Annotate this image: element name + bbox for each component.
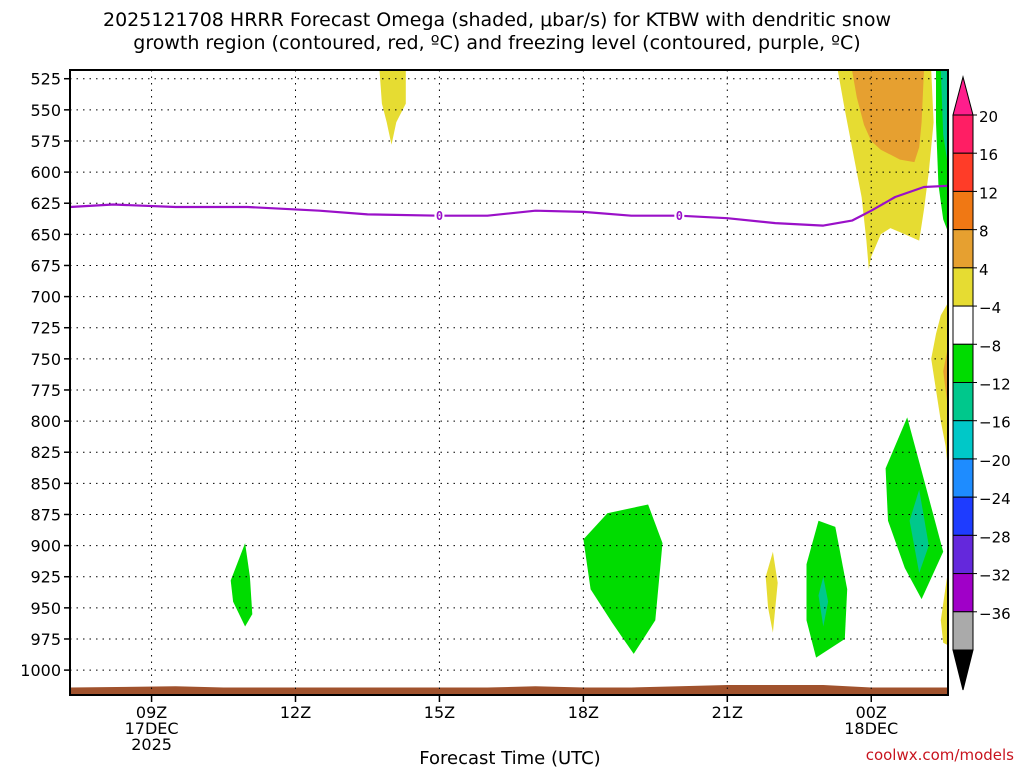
omega-region [909,489,929,573]
colorbar-bin [952,343,974,383]
colorbar-bin [952,382,974,422]
colorbar-bin [952,611,974,651]
colorbar-bin [952,267,974,307]
chart-title-line: 2025121708 HRRR Forecast Omega (shaded, … [103,9,891,31]
colorbar-bin [952,534,974,575]
y-tick-label: 750 [30,350,61,369]
y-tick-label: 800 [30,412,61,431]
y-tick-label: 650 [30,225,61,244]
plot-frame [69,69,949,696]
y-tick-label: 775 [30,381,61,400]
colorbar-bin [952,229,974,269]
omega-region [806,520,848,658]
x-tick-label: 17DEC [125,719,179,738]
colorbar-bin [952,496,974,536]
x-tick-label: 12Z [280,703,311,722]
colorbar-bin [952,114,974,154]
freezing-level-label-bg [434,208,445,223]
colorbar-label: −8 [979,337,1001,355]
colorbar-label: 12 [979,184,998,202]
y-tick-label: 950 [30,599,61,618]
colorbar-label: −4 [979,299,1001,317]
chart-title-line: growth region (contoured, red, ºC) and f… [133,32,860,54]
colorbar-bin [952,573,974,613]
omega-region [230,543,253,627]
omega-region [940,70,948,166]
colorbar-label: 8 [979,223,989,241]
colorbar-label: 16 [979,146,998,164]
colorbar-bin [952,190,974,231]
colorbar-label: −20 [979,452,1011,470]
y-tick-label: 700 [30,288,61,307]
freezing-level-label: 0 [436,209,443,223]
y-tick-label: 600 [30,163,61,182]
omega-region [765,551,778,633]
omega-shading [230,70,948,658]
chart-title: 2025121708 HRRR Forecast Omega (shaded, … [103,9,891,54]
x-tick-label: 21Z [712,703,743,722]
x-tick-label: 2025 [131,735,172,754]
freezing-level-label: 0 [676,209,683,223]
x-tick-label: 09Z [136,703,167,722]
y-tick-label: 575 [30,132,61,151]
terrain-layer [70,685,948,695]
x-tick-label: 18DEC [844,719,898,738]
gridlines [70,70,948,695]
colorbar-bin [952,305,974,345]
credit-link[interactable]: coolwx.com/models [866,746,1014,764]
y-tick-label: 1000 [20,661,61,680]
colorbar-label: −36 [979,605,1011,623]
x-axis-label: Forecast Time (UTC) [419,748,600,768]
colorbar-bin [952,420,974,460]
terrain-fill [70,685,948,695]
y-tick-label: 675 [30,256,61,275]
y-tick-label: 900 [30,537,61,556]
y-tick-label: 625 [30,194,61,213]
y-tick-label: 975 [30,630,61,649]
omega-region [818,576,829,627]
colorbar-label: −12 [979,376,1011,394]
colorbar: 20 16 12 8 4 −4 −8 −12 −16 −20 −24 −28 −32 −36 [952,75,1011,691]
colorbar-top-arrow [952,75,974,116]
x-tick-label: 18Z [568,703,599,722]
colorbar-label: 20 [979,108,998,126]
colorbar-label: −28 [979,528,1011,546]
colorbar-bin [952,458,974,498]
colorbar-bin [952,152,974,192]
omega-region [379,70,406,145]
omega-region [852,70,924,163]
omega-region [943,346,948,409]
colorbar-label: −24 [979,490,1011,508]
colorbar-label: −16 [979,414,1011,432]
x-tick-label: 00Z [856,703,887,722]
freezing-level-line [69,184,949,227]
x-tick-label: 15Z [424,703,455,722]
omega-region [931,302,948,471]
y-tick-label: 825 [30,443,61,462]
omega-region [583,504,663,654]
colorbar-bottom-arrow [952,649,974,691]
y-tick-label: 875 [30,505,61,524]
omega-region [940,570,948,646]
y-tick-label: 850 [30,474,61,493]
freezing-level-label-bg [674,208,685,223]
y-tick-label: 550 [30,101,61,120]
y-tick-label: 725 [30,319,61,338]
y-axis-ticks: 525 550 575 600 625 650 675 700 725 750 775 800 825 8… [20,70,70,680]
colorbar-label: −32 [979,567,1011,585]
y-tick-label: 525 [30,70,61,89]
colorbar-label: 4 [979,261,989,279]
y-tick-label: 925 [30,568,61,587]
